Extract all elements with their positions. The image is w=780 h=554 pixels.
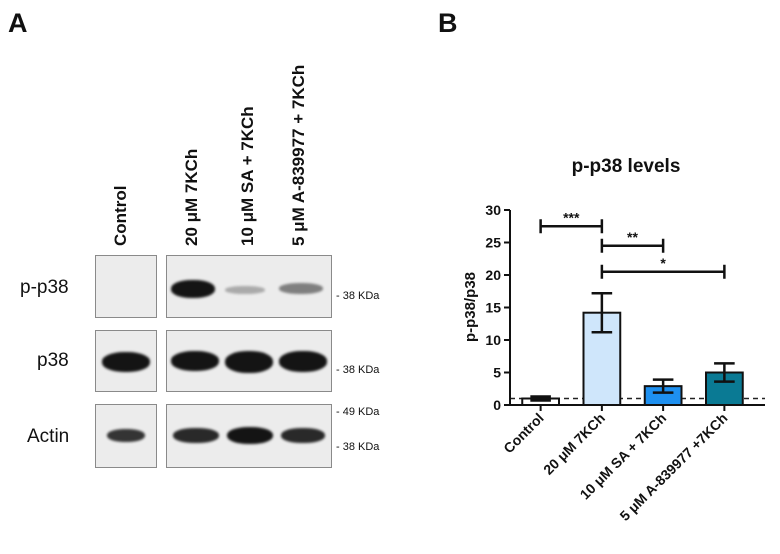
marker-actin-49kda: - 49 KDa bbox=[336, 406, 380, 418]
x-tick-label: Control bbox=[500, 410, 547, 457]
band-actin-a839977 bbox=[281, 428, 325, 443]
band-pp38-sa bbox=[225, 286, 265, 294]
blot-p38-control bbox=[95, 330, 157, 392]
lane-label-control: Control bbox=[111, 185, 130, 246]
y-axis-label: p-p38/p38 bbox=[462, 272, 479, 342]
x-tick-label: 5 μM A-839977 +7KCh bbox=[616, 410, 730, 524]
blot-pp38-treated bbox=[166, 255, 332, 318]
y-tick-label: 0 bbox=[493, 397, 501, 413]
panel-a-letter: A bbox=[8, 8, 28, 38]
band-p38-a839977 bbox=[279, 351, 327, 372]
band-p38-7kch bbox=[171, 351, 219, 371]
chart-title: p-p38 levels bbox=[572, 156, 681, 177]
band-pp38-7kch bbox=[171, 280, 215, 298]
band-actin-sa bbox=[227, 427, 273, 444]
lane-label-sa: 10 μM SA + 7KCh bbox=[238, 106, 257, 246]
significance-label: * bbox=[660, 255, 666, 271]
blot-actin-treated bbox=[166, 404, 332, 468]
y-tick-label: 5 bbox=[493, 365, 501, 381]
band-p38-control bbox=[102, 352, 150, 372]
blot-actin-control bbox=[95, 404, 157, 468]
lane-label-a839977: 5 μM A-839977 + 7KCh bbox=[289, 64, 308, 246]
band-actin-7kch bbox=[173, 428, 219, 443]
marker-p38-38kda: - 38 KDa bbox=[336, 364, 380, 376]
band-actin-control bbox=[107, 429, 145, 442]
band-pp38-a839977 bbox=[279, 283, 323, 294]
y-tick-label: 20 bbox=[485, 267, 501, 283]
marker-pp38-38kda: - 38 KDa bbox=[336, 290, 380, 302]
blot-pp38-control bbox=[95, 255, 157, 318]
y-tick-label: 25 bbox=[485, 235, 501, 251]
y-tick-label: 30 bbox=[485, 202, 501, 218]
marker-actin-38kda: - 38 KDa bbox=[336, 441, 380, 453]
blot-p38-treated bbox=[166, 330, 332, 392]
band-p38-sa bbox=[225, 351, 273, 373]
row-label-p38: p38 bbox=[37, 350, 69, 371]
row-label-actin: Actin bbox=[27, 426, 70, 447]
significance-label: ** bbox=[627, 229, 638, 245]
bar-chart: p-p38 levels p-p38/p38 0 5 10 15 20 25 30 Contr… bbox=[462, 156, 765, 524]
x-tick-label: 20 μM 7KCh bbox=[540, 410, 608, 478]
lane-label-7kch: 20 μM 7KCh bbox=[182, 148, 201, 246]
panel-b-letter: B bbox=[438, 8, 458, 38]
significance-label: *** bbox=[563, 209, 580, 225]
y-tick-label: 10 bbox=[485, 332, 501, 348]
row-label-pp38: p-p38 bbox=[20, 277, 69, 298]
y-tick-label: 15 bbox=[485, 300, 501, 316]
